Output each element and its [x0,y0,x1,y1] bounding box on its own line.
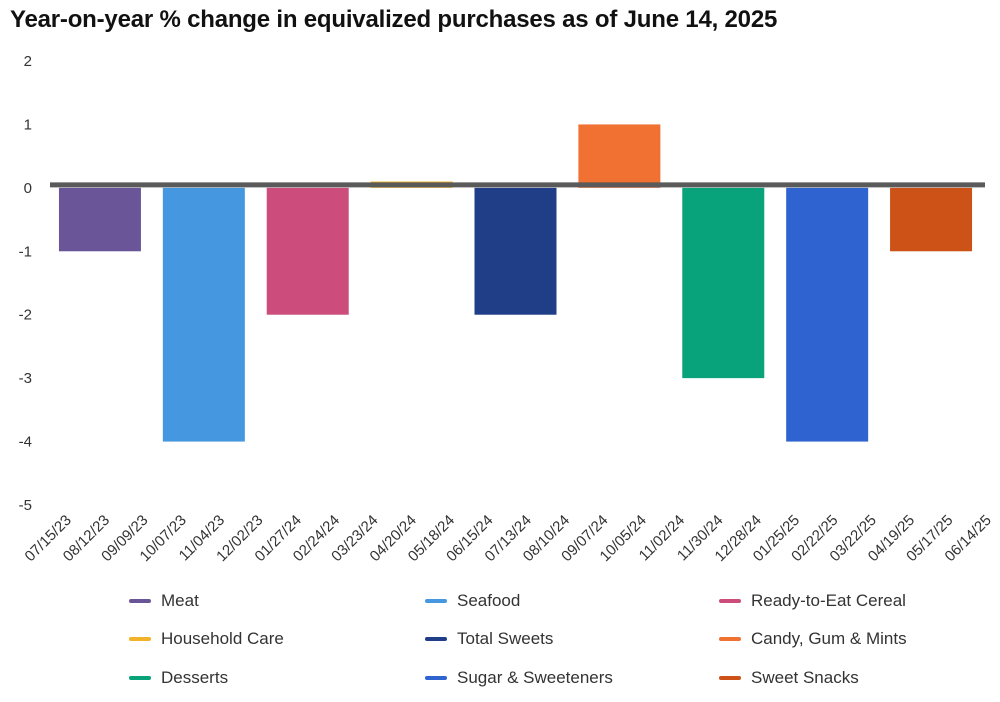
legend-swatch [719,599,741,603]
legend-swatch [129,676,151,680]
legend-item: Meat [129,591,199,611]
bar-seafood [162,187,245,442]
legend-item: Seafood [425,591,520,611]
legend-item: Sweet Snacks [719,668,859,688]
legend-item: Ready-to-Eat Cereal [719,591,906,611]
legend-swatch [129,637,151,641]
bar-candy-gum-mints [578,124,661,188]
y-tick-label: 2 [24,53,32,70]
legend-label: Meat [161,591,199,610]
y-tick-label: -4 [19,434,32,451]
chart-title: Year-on-year % change in equivalized pur… [10,6,778,33]
legend-label: Desserts [161,668,229,687]
bars [58,124,973,442]
bar-meat [58,187,141,252]
legend-swatch [425,676,447,680]
legend-swatch [129,599,151,603]
legend-label: Sweet Snacks [751,668,859,687]
bar-desserts [682,187,765,379]
bar-chart: 2 1 0 -1 -2 -3 -4 -5 07/15/2308/12/2309/09/2310… [19,53,995,565]
bar-sugar-sweeteners [786,187,869,442]
y-tick-label: 0 [24,180,32,197]
y-tick-label: -3 [19,370,32,387]
legend-label: Seafood [457,591,521,610]
legend-label: Household Care [161,629,284,648]
legend-item: Household Care [129,629,284,649]
legend-label: Total Sweets [457,629,554,648]
y-axis: 2 1 0 -1 -2 -3 -4 -5 [19,53,32,514]
y-tick-label: 1 [24,116,32,133]
x-axis: 07/15/2308/12/2309/09/2310/07/2311/04/23… [22,512,995,565]
legend-swatch [719,676,741,680]
legend-label: Sugar & Sweeteners [457,668,613,687]
legend-item: Desserts [129,668,228,688]
legend-item: Candy, Gum & Mints [719,629,907,649]
bar-total-sweets [474,187,557,315]
bar-ready-to-eat-cereal [266,187,349,315]
y-tick-label: -5 [19,497,32,514]
legend-swatch [425,637,447,641]
legend-label: Ready-to-Eat Cereal [751,591,906,610]
legend-label: Candy, Gum & Mints [751,629,907,648]
legend-item: Total Sweets [425,629,553,649]
legend: Meat Seafood Ready-to-Eat Cereal Household … [0,583,1000,693]
bar-sweet-snacks [890,187,973,252]
legend-swatch [425,599,447,603]
y-tick-label: -2 [19,307,32,324]
legend-swatch [719,637,741,641]
y-tick-label: -1 [19,243,32,260]
legend-item: Sugar & Sweeteners [425,668,613,688]
